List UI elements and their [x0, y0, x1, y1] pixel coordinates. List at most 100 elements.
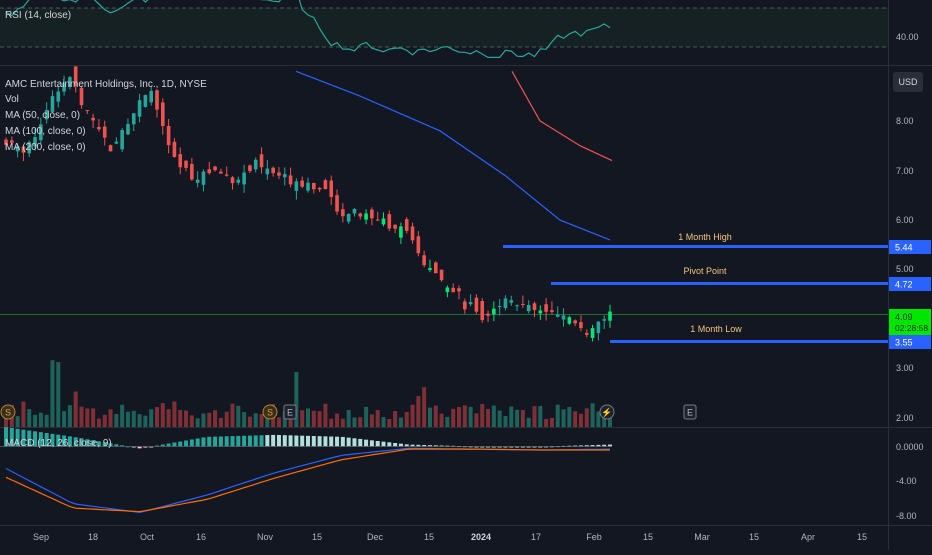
- candle[interactable]: [190, 163, 194, 180]
- candle[interactable]: [178, 154, 183, 168]
- candle[interactable]: [317, 187, 322, 190]
- candle[interactable]: [364, 213, 368, 220]
- candle[interactable]: [561, 315, 566, 320]
- candle[interactable]: [433, 262, 438, 274]
- candle[interactable]: [341, 209, 345, 217]
- candle[interactable]: [474, 297, 479, 312]
- candle[interactable]: [230, 177, 235, 184]
- candle[interactable]: [161, 102, 165, 126]
- candle[interactable]: [224, 174, 229, 176]
- candle[interactable]: [248, 165, 252, 172]
- candle[interactable]: [399, 226, 403, 238]
- candle[interactable]: [492, 308, 496, 315]
- candle[interactable]: [480, 300, 485, 321]
- candle[interactable]: [509, 300, 514, 303]
- candle[interactable]: [131, 113, 136, 125]
- candle[interactable]: [120, 130, 124, 150]
- candle[interactable]: [463, 301, 467, 310]
- candle[interactable]: [352, 208, 357, 214]
- candle[interactable]: [375, 219, 380, 221]
- candle[interactable]: [387, 214, 392, 229]
- rsi-title[interactable]: RSI (14, close): [5, 10, 71, 21]
- candle[interactable]: [567, 317, 572, 324]
- candle[interactable]: [422, 255, 426, 266]
- candle[interactable]: [149, 90, 153, 103]
- legend-ma100[interactable]: MA (100, close, 0): [5, 126, 86, 137]
- candle[interactable]: [195, 179, 200, 183]
- candle[interactable]: [184, 160, 188, 168]
- candle[interactable]: [573, 320, 577, 324]
- candle[interactable]: [172, 141, 177, 157]
- dividend-event-icon[interactable]: ⚡: [599, 404, 615, 420]
- candle[interactable]: [335, 195, 339, 212]
- candle[interactable]: [108, 145, 113, 152]
- candle[interactable]: [102, 126, 107, 138]
- candle[interactable]: [39, 124, 43, 141]
- candle[interactable]: [137, 100, 142, 117]
- candle[interactable]: [155, 90, 159, 110]
- legend-vol[interactable]: Vol: [5, 94, 19, 105]
- candle[interactable]: [457, 288, 461, 292]
- candle[interactable]: [503, 298, 508, 309]
- candle[interactable]: [79, 87, 84, 106]
- candle[interactable]: [370, 209, 374, 219]
- candle[interactable]: [346, 213, 351, 222]
- candle[interactable]: [312, 182, 316, 190]
- candle[interactable]: [550, 310, 554, 312]
- candle[interactable]: [62, 83, 66, 92]
- candle[interactable]: [97, 126, 101, 130]
- candle[interactable]: [201, 171, 206, 185]
- candle[interactable]: [91, 117, 95, 121]
- event-markers[interactable]: S S E ⚡ E: [0, 404, 697, 420]
- candle[interactable]: [306, 182, 310, 191]
- candle[interactable]: [253, 159, 258, 170]
- candle[interactable]: [544, 304, 548, 312]
- candle[interactable]: [114, 141, 119, 144]
- candle[interactable]: [596, 321, 601, 334]
- candle[interactable]: [602, 319, 606, 321]
- time-axis[interactable]: Sep 18 Oct 16 Nov 15 Dec 15 2024 17 Feb …: [33, 532, 867, 542]
- candle[interactable]: [538, 310, 543, 314]
- candle[interactable]: [584, 332, 589, 335]
- candle[interactable]: [410, 226, 415, 241]
- macd-title[interactable]: MACD (12, 26, close, 9): [5, 438, 112, 449]
- candle[interactable]: [439, 269, 444, 281]
- candle[interactable]: [85, 110, 90, 112]
- candle[interactable]: [451, 287, 455, 293]
- price-axis[interactable]: 40.00 USD 8.00 7.00 6.00 5.00 3.00 2.00 …: [889, 32, 931, 521]
- candle[interactable]: [288, 175, 293, 185]
- candle[interactable]: [21, 146, 26, 153]
- candle[interactable]: [428, 268, 432, 271]
- candle[interactable]: [294, 181, 299, 191]
- candle[interactable]: [4, 139, 8, 145]
- candle[interactable]: [497, 306, 502, 308]
- candle[interactable]: [68, 77, 72, 88]
- candle[interactable]: [393, 224, 397, 229]
- currency-button[interactable]: [893, 72, 923, 92]
- candle[interactable]: [445, 287, 450, 293]
- candle[interactable]: [277, 172, 281, 176]
- candle[interactable]: [323, 180, 328, 190]
- symbol-title[interactable]: AMC Entertainment Holdings, Inc., 1D, NY…: [5, 79, 207, 90]
- candle[interactable]: [282, 174, 287, 178]
- split-event-icon[interactable]: S: [262, 404, 278, 420]
- candle[interactable]: [590, 328, 595, 338]
- candle[interactable]: [236, 179, 241, 183]
- candle[interactable]: [271, 167, 275, 174]
- candle[interactable]: [579, 322, 583, 329]
- candle[interactable]: [404, 219, 409, 231]
- candle[interactable]: [486, 313, 490, 316]
- price-candles[interactable]: [4, 66, 612, 342]
- candle[interactable]: [143, 95, 148, 107]
- candle[interactable]: [555, 314, 560, 317]
- candle[interactable]: [265, 168, 270, 175]
- candle[interactable]: [27, 142, 32, 154]
- earnings-event-icon[interactable]: E: [683, 404, 697, 420]
- earnings-event-icon[interactable]: E: [283, 404, 297, 420]
- candle[interactable]: [329, 180, 334, 197]
- candle[interactable]: [33, 137, 37, 147]
- candle[interactable]: [515, 305, 519, 307]
- candle[interactable]: [213, 166, 217, 171]
